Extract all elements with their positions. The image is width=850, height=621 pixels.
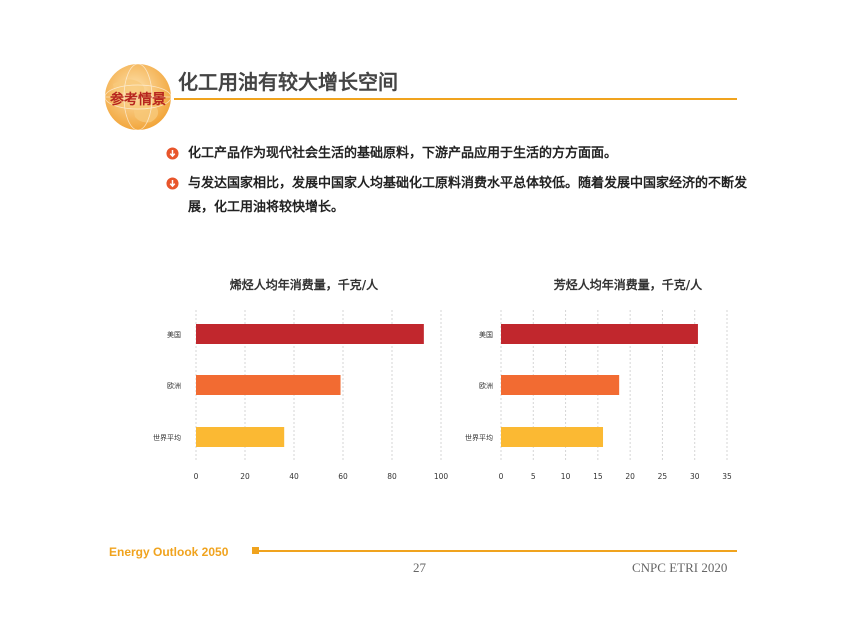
category-label: 世界平均 xyxy=(153,433,181,442)
footer-org: CNPC ETRI 2020 xyxy=(632,560,728,575)
bullet-text: 与发达国家相比，发展中国家人均基础化工原料消费水平总体较低。随着发展中国家经济的… xyxy=(188,176,748,215)
x-tick-label: 5 xyxy=(531,472,536,481)
footer-marker xyxy=(252,547,259,554)
page-number: 27 xyxy=(413,560,426,575)
x-tick-label: 0 xyxy=(499,472,504,481)
bar xyxy=(196,427,285,447)
x-tick-label: 100 xyxy=(434,472,449,481)
category-label: 欧洲 xyxy=(479,381,493,390)
bullet-list: 化工产品作为现代社会生活的基础原料，下游产品应用于生活的方方面面。 与发达国家相… xyxy=(166,142,766,226)
page-title: 化工用油有较大增长空间 xyxy=(178,70,398,94)
bar xyxy=(501,375,620,395)
category-label: 世界平均 xyxy=(465,433,493,442)
bullet-text: 化工产品作为现代社会生活的基础原料，下游产品应用于生活的方方面面。 xyxy=(188,146,618,161)
chart-title: 芳烃人均年消费量，千克/人 xyxy=(554,277,703,292)
bar xyxy=(196,375,341,395)
title-divider xyxy=(174,98,737,100)
bullet-item: 与发达国家相比，发展中国家人均基础化工原料消费水平总体较低。随着发展中国家经济的… xyxy=(166,172,766,220)
footer-divider xyxy=(259,550,737,552)
category-label: 欧洲 xyxy=(167,381,181,390)
chart-title: 烯烃人均年消费量，千克/人 xyxy=(230,277,379,292)
x-tick-label: 10 xyxy=(561,472,571,481)
x-tick-label: 0 xyxy=(194,472,199,481)
category-label: 美国 xyxy=(167,330,181,339)
x-tick-label: 20 xyxy=(240,472,250,481)
category-label: 美国 xyxy=(479,330,493,339)
logo-text: 参考情景 xyxy=(110,91,166,108)
x-tick-label: 60 xyxy=(338,472,348,481)
x-tick-label: 15 xyxy=(593,472,603,481)
x-tick-label: 20 xyxy=(625,472,635,481)
bullet-item: 化工产品作为现代社会生活的基础原料，下游产品应用于生活的方方面面。 xyxy=(166,142,766,166)
footer-brand: Energy Outlook 2050 xyxy=(109,545,229,559)
x-tick-label: 25 xyxy=(658,472,668,481)
x-tick-label: 80 xyxy=(387,472,397,481)
bar xyxy=(501,324,698,344)
x-tick-label: 40 xyxy=(289,472,299,481)
bar xyxy=(196,324,424,344)
down-arrow-circle-icon xyxy=(166,147,179,160)
x-tick-label: 30 xyxy=(690,472,700,481)
x-tick-label: 35 xyxy=(722,472,732,481)
globe-logo-icon: 参考情景 xyxy=(104,63,172,131)
down-arrow-circle-icon xyxy=(166,177,179,190)
bar xyxy=(501,427,604,447)
